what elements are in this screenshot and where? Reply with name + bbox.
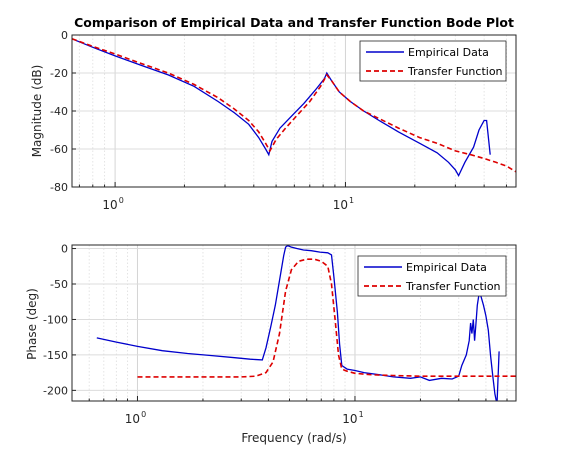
legend-label: Transfer Function bbox=[405, 280, 501, 293]
legend: Empirical Data Transfer Function bbox=[359, 40, 507, 82]
legend-label: Transfer Function bbox=[407, 65, 503, 78]
phase-plot: 0 -50 -100 -150 -200 100 101 Empirical Data Tran… bbox=[43, 243, 517, 426]
y-tick-label: -20 bbox=[50, 67, 68, 80]
y-tick-label: -150 bbox=[43, 349, 68, 362]
frequency-xlabel: Frequency (rad/s) bbox=[241, 431, 346, 445]
x-tick-label: 100 bbox=[102, 196, 123, 212]
phase-ylabel: Phase (deg) bbox=[25, 288, 39, 360]
x-tick-label: 100 bbox=[125, 410, 146, 426]
x-tick-label: 101 bbox=[333, 196, 354, 212]
magnitude-ylabel: Magnitude (dB) bbox=[30, 65, 44, 158]
y-tick-label: 0 bbox=[61, 29, 68, 42]
y-tick-label: -80 bbox=[50, 181, 68, 194]
y-tick-label: -60 bbox=[50, 143, 68, 156]
y-tick-label: -40 bbox=[50, 105, 68, 118]
legend-label: Empirical Data bbox=[408, 46, 489, 59]
y-tick-label: 0 bbox=[61, 243, 68, 256]
figure-title: Comparison of Empirical Data and Transfe… bbox=[74, 15, 514, 30]
legend: Empirical Data Transfer Function bbox=[357, 255, 507, 297]
axes-box bbox=[71, 244, 517, 402]
transfer-function-line bbox=[72, 38, 516, 173]
legend-box bbox=[357, 255, 507, 297]
y-tick-label: -50 bbox=[50, 278, 68, 291]
x-tick-label: 101 bbox=[342, 410, 363, 426]
legend-label: Empirical Data bbox=[406, 261, 487, 274]
magnitude-plot: 0 -20 -40 -60 -80 100 101 Empirical Data Transfe… bbox=[50, 29, 517, 212]
legend-box bbox=[359, 40, 507, 82]
empirical-data-line bbox=[72, 38, 491, 178]
axes-box bbox=[71, 34, 517, 188]
transfer-function-line bbox=[137, 258, 516, 378]
y-tick-label: -100 bbox=[43, 313, 68, 326]
y-tick-label: -200 bbox=[43, 384, 68, 397]
